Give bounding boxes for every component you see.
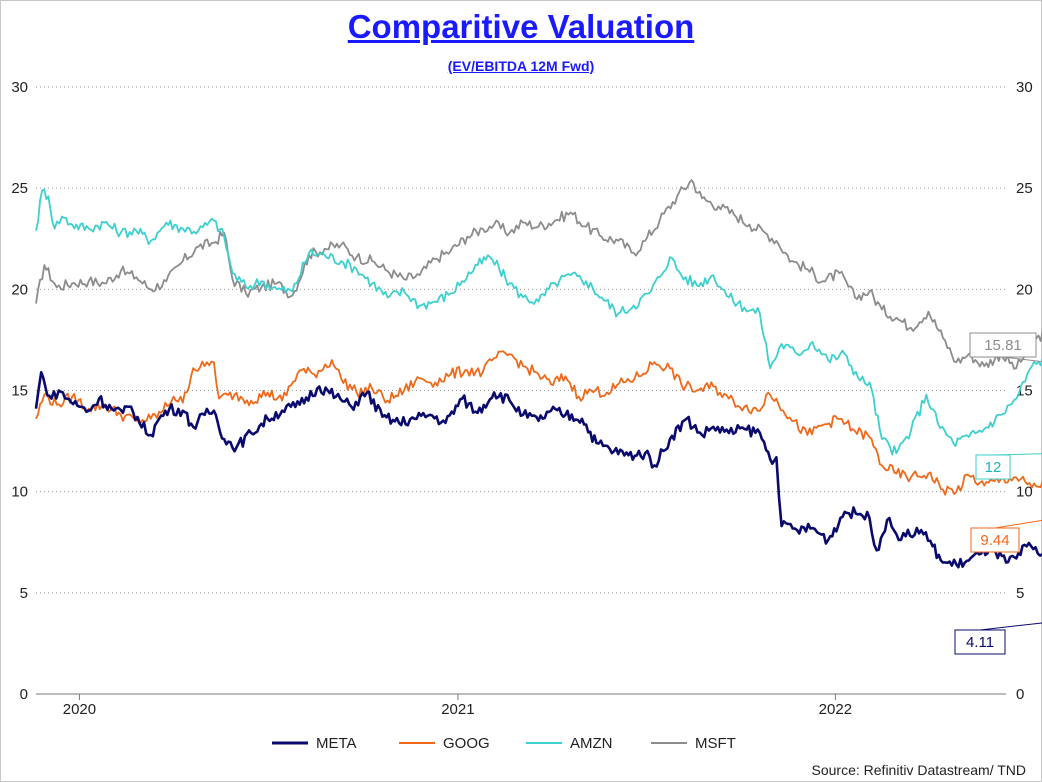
y-tick-label-right: 30 bbox=[1016, 79, 1033, 96]
legend-label: GOOG bbox=[443, 735, 490, 752]
legend: META GOOG AMZN MSFT bbox=[272, 735, 736, 752]
y-tick-label-left: 0 bbox=[20, 686, 28, 703]
callout-value: 15.81 bbox=[984, 337, 1022, 354]
callout-leader bbox=[979, 622, 1042, 631]
y-tick-label-right: 10 bbox=[1016, 484, 1033, 501]
callout-box bbox=[954, 629, 1006, 655]
callout-leader bbox=[994, 519, 1042, 529]
callout-amzn: 12 bbox=[975, 453, 1042, 480]
legend-item-msft: MSFT bbox=[651, 735, 736, 752]
callout-leader bbox=[992, 453, 1042, 456]
callout-value: 12 bbox=[985, 459, 1002, 476]
y-tick-label-left: 30 bbox=[11, 79, 28, 96]
y-tick-label-left: 25 bbox=[11, 180, 28, 197]
last-value-callouts: 4.11 9.44 12 15.81 bbox=[954, 332, 1042, 655]
y-tick-label-right: 0 bbox=[1016, 686, 1024, 703]
y-tick-label-left: 20 bbox=[11, 281, 28, 298]
series-line-msft bbox=[35, 179, 1042, 370]
x-tick-label: 2022 bbox=[819, 701, 852, 718]
callout-msft: 15.81 bbox=[969, 332, 1042, 363]
y-tick-label-left: 10 bbox=[11, 484, 28, 501]
chart-subtitle: (EV/EBITDA 12M Fwd) bbox=[447, 58, 595, 74]
y-tick-label-left: 5 bbox=[20, 585, 28, 602]
callout-meta: 4.11 bbox=[954, 622, 1042, 655]
chart-title: Comparitive Valuation bbox=[347, 8, 695, 45]
callout-value: 9.44 bbox=[980, 532, 1009, 549]
x-tick-label: 2021 bbox=[441, 701, 474, 718]
source-note: Source: Refinitiv Datastream/ TND bbox=[811, 762, 1026, 778]
series-line-amzn bbox=[35, 188, 1042, 456]
legend-label: AMZN bbox=[570, 735, 613, 752]
callout-box bbox=[970, 527, 1020, 553]
callout-value: 4.11 bbox=[966, 634, 994, 651]
legend-label: META bbox=[316, 735, 357, 752]
callout-box bbox=[975, 454, 1011, 480]
callout-leader bbox=[1002, 356, 1042, 363]
series-line-meta bbox=[34, 371, 1042, 569]
legend-label: MSFT bbox=[695, 735, 736, 752]
legend-item-goog: GOOG bbox=[399, 735, 490, 752]
y-tick-label-right: 25 bbox=[1016, 180, 1033, 197]
series-line-goog bbox=[35, 350, 1042, 496]
callout-box bbox=[969, 332, 1037, 358]
x-tick-label: 2020 bbox=[63, 701, 96, 718]
legend-item-amzn: AMZN bbox=[526, 735, 613, 752]
callout-goog: 9.44 bbox=[970, 519, 1042, 553]
legend-item-meta: META bbox=[272, 735, 357, 752]
y-tick-label-right: 5 bbox=[1016, 585, 1024, 602]
y-tick-label-right: 20 bbox=[1016, 281, 1033, 298]
series-lines bbox=[34, 179, 1042, 569]
y-tick-label-right: 15 bbox=[1016, 383, 1033, 400]
y-tick-label-left: 15 bbox=[11, 383, 28, 400]
grid bbox=[36, 86, 1006, 594]
